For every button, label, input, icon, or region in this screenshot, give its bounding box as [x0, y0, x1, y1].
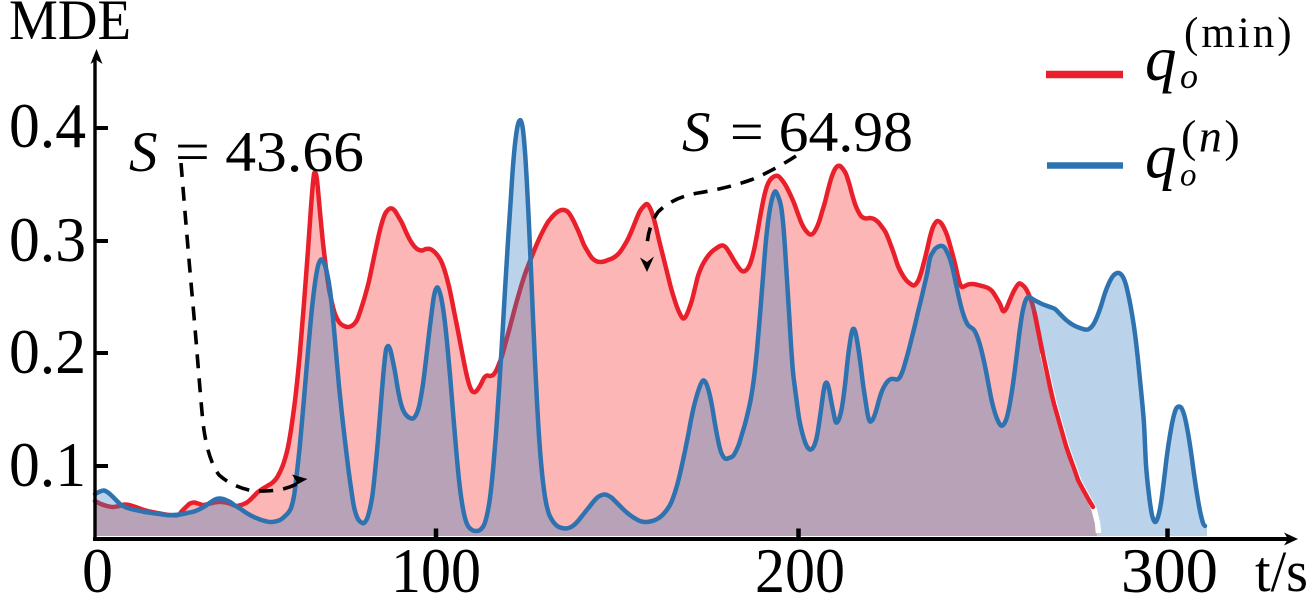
svg-text:o: o — [1180, 56, 1198, 96]
svg-text:0.1: 0.1 — [9, 429, 86, 500]
svg-text:200: 200 — [755, 535, 845, 603]
svg-text:S: S — [682, 101, 711, 164]
svg-text:(min): (min) — [1184, 10, 1295, 57]
svg-text:o: o — [1180, 158, 1197, 194]
svg-text:MDE: MDE — [9, 0, 131, 52]
svg-text:= 43.66: = 43.66 — [175, 121, 364, 184]
svg-text:0.4: 0.4 — [9, 90, 86, 161]
svg-text:t/s: t/s — [1255, 539, 1308, 603]
svg-text:q: q — [1145, 24, 1177, 94]
svg-text:S: S — [129, 121, 158, 184]
svg-text:300: 300 — [1121, 535, 1218, 603]
svg-text:100: 100 — [391, 535, 481, 603]
svg-text:(n): (n) — [1181, 111, 1242, 162]
svg-text:q: q — [1145, 122, 1177, 192]
svg-text:0: 0 — [82, 535, 113, 603]
svg-text:0.2: 0.2 — [9, 316, 86, 387]
svg-text:0.3: 0.3 — [9, 204, 86, 275]
svg-text:= 64.98: = 64.98 — [730, 101, 913, 164]
